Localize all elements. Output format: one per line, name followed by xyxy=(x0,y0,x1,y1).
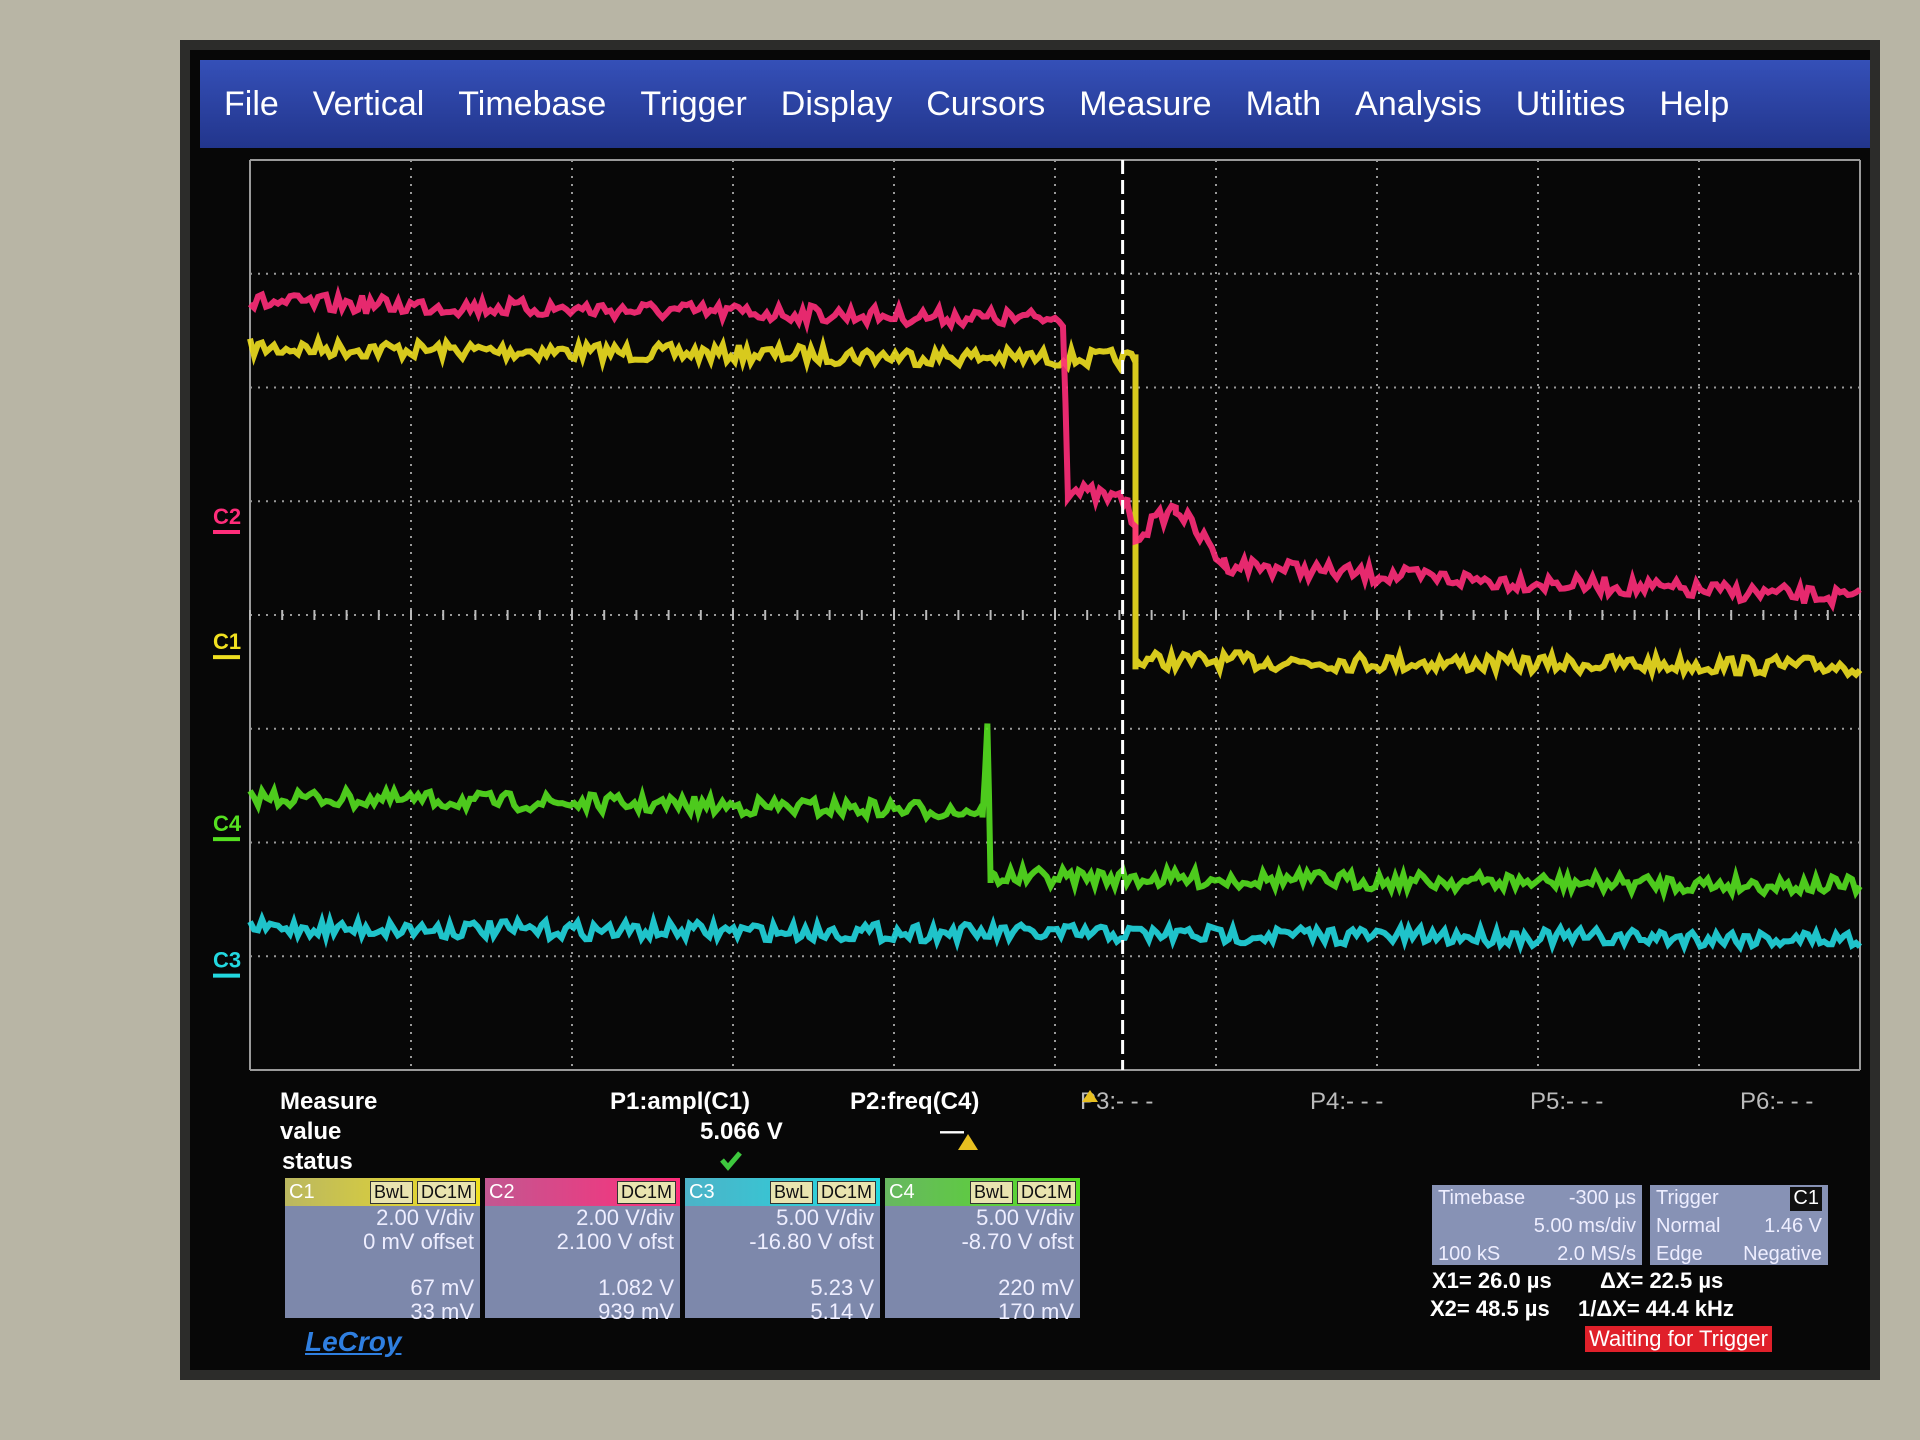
cursor-inv-dx: 1/ΔX= 44.4 kHz xyxy=(1578,1296,1734,1321)
channel-box[interactable]: C3 BwL DC1M 5.00 V/div -16.80 V ofst 5.23 V 5.… xyxy=(685,1178,880,1324)
menu-item[interactable]: Help xyxy=(1659,84,1730,123)
channel-box[interactable]: C4 BwL DC1M 5.00 V/div -8.70 V ofst 220 mV 170… xyxy=(885,1178,1080,1324)
menu-item[interactable]: File xyxy=(224,84,279,123)
timebase-panel[interactable]: Timebase -300 µs 5.00 ms/div 100 kS 2.0 MS… xyxy=(1432,1185,1642,1265)
channel-body: 5.00 V/div -16.80 V ofst 5.23 V 5.14 V xyxy=(685,1206,880,1324)
menu-item[interactable]: Display xyxy=(780,84,893,123)
param-value: 5.066 V xyxy=(700,1118,783,1145)
trace-label: C4 xyxy=(213,811,242,836)
channel-tag: BwL xyxy=(769,1180,813,1204)
trace xyxy=(247,284,1862,613)
channel-top: 220 mV xyxy=(998,1275,1074,1300)
channel-offset: 0 mV offset xyxy=(363,1229,474,1254)
measure-row-label: status xyxy=(282,1148,353,1175)
param-name[interactable]: P2:freq(C4) xyxy=(850,1088,980,1115)
timebase-delay: -300 µs xyxy=(1568,1187,1636,1209)
logo: LeCroy xyxy=(305,1326,402,1357)
channel-scale: 2.00 V/div xyxy=(376,1205,474,1230)
trace-label: C2 xyxy=(213,504,241,529)
channel-scale: 5.00 V/div xyxy=(776,1205,874,1230)
channel-top: 5.23 V xyxy=(810,1275,874,1300)
param-name[interactable]: P6:- - - xyxy=(1740,1088,1814,1115)
channel-header: C1 BwL DC1M xyxy=(285,1178,480,1206)
scope-screen: File Vertical Timebase Trigger Display Cursor… xyxy=(180,40,1880,1380)
channel-scale: 2.00 V/div xyxy=(576,1205,674,1230)
menu-item[interactable]: Analysis xyxy=(1355,84,1482,123)
param-name[interactable]: P4:- - - xyxy=(1310,1088,1384,1115)
trigger-label: Trigger xyxy=(1656,1187,1719,1209)
trigger-panel[interactable]: Trigger C1 Normal 1.46 V Edge Negative xyxy=(1650,1185,1828,1265)
channel-scale: 5.00 V/div xyxy=(976,1205,1074,1230)
trace-label: C1 xyxy=(213,629,241,654)
timebase-scale: 5.00 ms/div xyxy=(1533,1215,1636,1237)
channel-body: 2.00 V/div 2.100 V ofst 1.082 V 939 mV xyxy=(485,1206,680,1324)
spacer xyxy=(285,1254,474,1276)
cursor-dx: ΔX= 22.5 µs xyxy=(1600,1268,1724,1293)
timebase-rate: 2.0 MS/s xyxy=(1557,1243,1636,1265)
measure-row-label: value xyxy=(280,1118,342,1145)
channel-offset: -8.70 V ofst xyxy=(961,1229,1074,1254)
channel-tag: DC1M xyxy=(416,1180,476,1204)
trigger-source: C1 xyxy=(1790,1187,1822,1211)
cursor-x1: X1= 26.0 µs xyxy=(1432,1268,1552,1293)
trace xyxy=(247,910,1863,955)
channel-body: 5.00 V/div -8.70 V ofst 220 mV 170 mV xyxy=(885,1206,1080,1324)
channel-tag: BwL xyxy=(969,1180,1013,1204)
channel-offset: 2.100 V ofst xyxy=(556,1229,674,1254)
spacer xyxy=(485,1254,674,1276)
trigger-level: 1.46 V xyxy=(1764,1215,1822,1237)
channel-tag: DC1M xyxy=(616,1180,676,1204)
channel-name: C3 xyxy=(689,1180,715,1203)
measure-row-label: Measure xyxy=(280,1088,378,1115)
channel-box[interactable]: C1 BwL DC1M 2.00 V/div 0 mV offset 67 mV 33 mV xyxy=(285,1178,480,1324)
channel-header: C3 BwL DC1M xyxy=(685,1178,880,1206)
timebase-label: Timebase xyxy=(1438,1187,1526,1209)
channel-bottom: 33 mV xyxy=(410,1299,474,1324)
menu-item[interactable]: Measure xyxy=(1079,84,1212,123)
param-value: — xyxy=(940,1118,964,1145)
channel-offset: -16.80 V ofst xyxy=(749,1229,874,1254)
channel-name: C2 xyxy=(489,1180,515,1203)
channel-bottom: 939 mV xyxy=(598,1299,674,1324)
channel-bottom: 5.14 V xyxy=(810,1299,874,1324)
spacer xyxy=(885,1254,1074,1276)
menu-item[interactable]: Trigger xyxy=(640,84,747,123)
timebase-samples: 100 kS xyxy=(1438,1243,1501,1265)
param-name[interactable]: P1:ampl(C1) xyxy=(610,1088,751,1115)
channel-box[interactable]: C2 DC1M 2.00 V/div 2.100 V ofst 1.082 V 939 m… xyxy=(485,1178,680,1324)
acquisition-status: Waiting for Trigger xyxy=(1585,1326,1772,1352)
channel-tag: DC1M xyxy=(1016,1180,1076,1204)
channel-header: C4 BwL DC1M xyxy=(885,1178,1080,1206)
trigger-mode: Normal xyxy=(1656,1215,1721,1237)
channel-bottom: 170 mV xyxy=(998,1299,1074,1324)
channel-top: 1.082 V xyxy=(598,1275,674,1300)
param-name[interactable]: P3:- - - xyxy=(1080,1088,1154,1115)
trigger-type: Edge xyxy=(1656,1243,1703,1265)
param-name[interactable]: P5:- - - xyxy=(1530,1088,1604,1115)
menu-item[interactable]: Timebase xyxy=(458,84,607,123)
menu-item[interactable]: Utilities xyxy=(1515,84,1626,123)
trace xyxy=(247,723,1863,903)
menu-bar: File Vertical Timebase Trigger Display Cursor… xyxy=(200,60,1870,148)
channel-name: C1 xyxy=(289,1180,315,1203)
menu-item[interactable]: Math xyxy=(1245,84,1322,123)
spacer xyxy=(685,1254,874,1276)
channel-tag: BwL xyxy=(369,1180,413,1204)
menu-item[interactable]: Cursors xyxy=(926,84,1046,123)
channel-header: C2 DC1M xyxy=(485,1178,680,1206)
trigger-slope: Negative xyxy=(1743,1243,1822,1265)
cursor-x2: X2= 48.5 µs xyxy=(1430,1296,1550,1321)
channel-top: 67 mV xyxy=(410,1275,474,1300)
channel-body: 2.00 V/div 0 mV offset 67 mV 33 mV xyxy=(285,1206,480,1324)
channel-name: C4 xyxy=(889,1180,915,1203)
menu-item[interactable]: Vertical xyxy=(312,84,425,123)
trace-label: C3 xyxy=(213,948,241,973)
channel-tag: DC1M xyxy=(816,1180,876,1204)
